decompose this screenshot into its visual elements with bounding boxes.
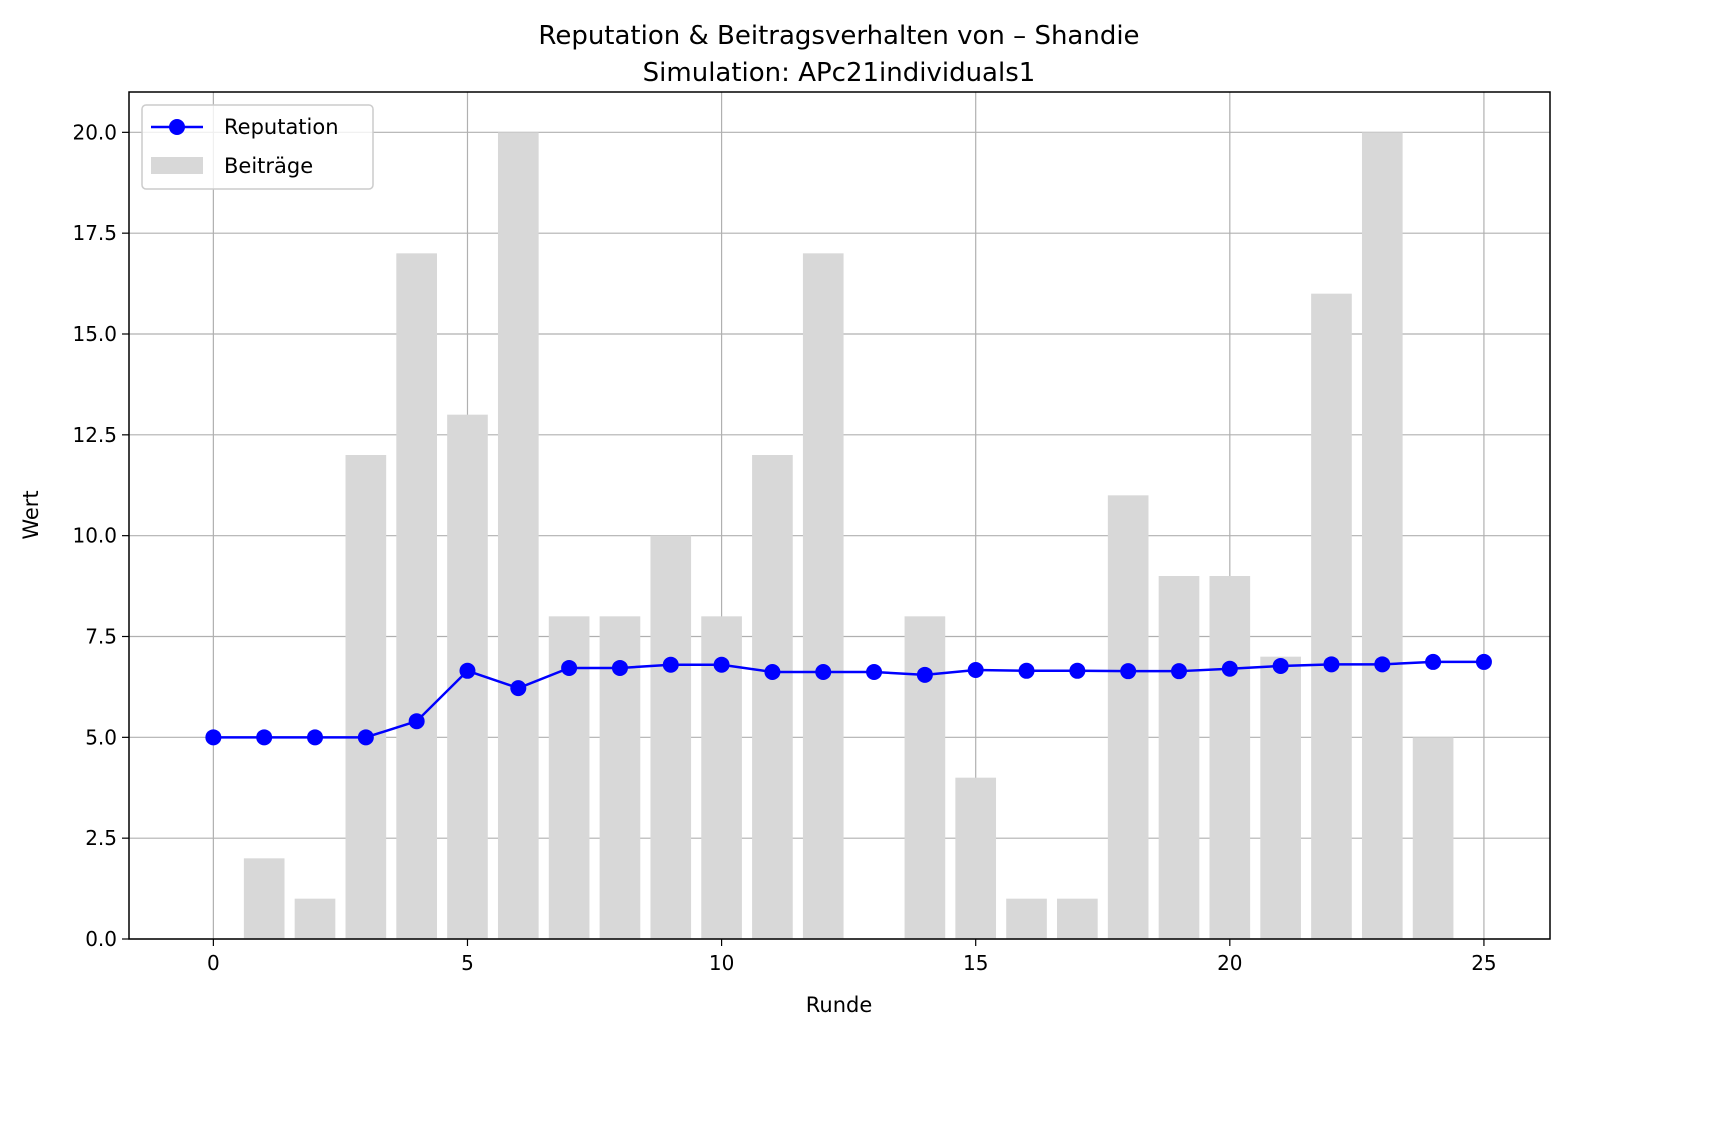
- y-axis-label: Wert: [19, 490, 43, 539]
- reputation-point: [459, 662, 476, 679]
- y-tick-label: 20.0: [72, 120, 117, 144]
- x-tick-label: 0: [207, 951, 220, 975]
- y-tick-label: 10.0: [72, 524, 117, 548]
- reputation-point: [205, 729, 222, 746]
- contribution-bar: [1006, 898, 1047, 939]
- y-tick-label: 5.0: [85, 725, 117, 749]
- reputation-point: [815, 663, 832, 680]
- reputation-point: [1170, 663, 1187, 680]
- reputation-point: [1272, 657, 1289, 674]
- contribution-bar: [1158, 576, 1200, 939]
- contribution-bar: [1260, 656, 1301, 939]
- contribution-bar: [294, 898, 336, 939]
- contribution-bar: [1209, 576, 1251, 939]
- reputation-point: [307, 729, 324, 746]
- y-tick-label: 15.0: [72, 322, 117, 346]
- reputation-point: [764, 663, 781, 680]
- y-tick-label: 17.5: [72, 221, 117, 245]
- reputation-point: [256, 729, 273, 746]
- legend-beitraege-swatch-icon: [151, 157, 203, 174]
- reputation-point: [1374, 656, 1391, 673]
- x-axis-label: Runde: [806, 993, 873, 1017]
- line-layer: [205, 653, 1492, 746]
- contribution-bar: [1412, 737, 1454, 939]
- contribution-bar: [1361, 132, 1403, 940]
- contribution-bar: [802, 253, 844, 940]
- chart-title: Reputation & Beitragsverhalten von – Sha…: [538, 21, 1139, 51]
- y-tick-label: 7.5: [85, 625, 117, 649]
- reputation-point: [866, 663, 883, 680]
- contribution-bar: [904, 616, 946, 939]
- y-tick-label: 12.5: [72, 423, 117, 447]
- reputation-point: [1425, 653, 1442, 670]
- reputation-point: [713, 656, 730, 673]
- contribution-bar: [396, 253, 437, 940]
- contribution-bar: [345, 455, 387, 939]
- legend-reputation-label: Reputation: [224, 115, 339, 139]
- contribution-bar: [243, 858, 285, 939]
- x-tick-label: 5: [461, 951, 474, 975]
- reputation-point: [1120, 663, 1137, 680]
- contribution-bar: [650, 535, 692, 939]
- legend: Reputation Beiträge: [141, 104, 374, 190]
- x-tick-label: 20: [1217, 951, 1242, 975]
- reputation-point: [916, 666, 933, 683]
- x-tick-label: 25: [1471, 951, 1496, 975]
- reputation-point: [1018, 662, 1035, 679]
- reputation-point: [662, 656, 679, 673]
- reputation-point: [408, 713, 425, 730]
- reputation-point: [1323, 656, 1340, 673]
- x-tick-label: 15: [963, 951, 988, 975]
- reputation-point: [561, 659, 578, 676]
- contribution-bar: [1057, 898, 1098, 939]
- contribution-bar: [955, 777, 997, 939]
- reputation-point: [1069, 662, 1086, 679]
- contribution-bar: [752, 455, 793, 939]
- x-tick-label: 10: [709, 951, 734, 975]
- reputation-point: [967, 661, 984, 678]
- ticks-layer: 0 5 10 15 20 25 0.0 2.5 5.0 7.5 10.0 12.5 15.0 17.5 20…: [72, 120, 1496, 975]
- contribution-bar: [1107, 495, 1149, 939]
- chart-subtitle: Simulation: APc21individuals1: [643, 58, 1036, 88]
- reputation-point: [357, 729, 374, 746]
- reputation-point: [1475, 653, 1492, 670]
- y-tick-label: 0.0: [85, 927, 117, 951]
- legend-reputation-marker-icon: [169, 119, 185, 135]
- reputation-point: [611, 659, 628, 676]
- legend-beitraege-label: Beiträge: [224, 154, 313, 178]
- bars-layer: [243, 132, 1454, 940]
- reputation-point: [1221, 660, 1238, 677]
- contribution-bar: [497, 132, 539, 940]
- contribution-bar: [1311, 293, 1352, 940]
- reputation-line: [213, 660, 1484, 739]
- y-tick-label: 2.5: [85, 826, 117, 850]
- reputation-point: [510, 680, 527, 697]
- plot-frame: [128, 91, 1551, 940]
